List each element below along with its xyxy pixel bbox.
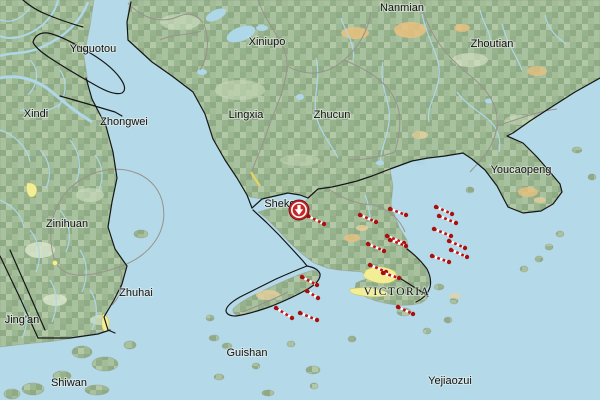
urban-victoria [349, 287, 388, 298]
place-label: Guishan [227, 347, 268, 359]
terrain-highlights [25, 14, 547, 325]
yellow-road [250, 171, 261, 187]
place-labels: Yuguotou Xiniupo Nanmian Zhoutian Xindi Zhong… [4, 1, 553, 390]
place-label: Zhucun [314, 109, 351, 121]
boundary-lines [0, 0, 600, 339]
place-label: Jing'an [5, 314, 40, 326]
location-marker-icon[interactable] [288, 199, 310, 221]
place-label: Xindi [24, 108, 48, 120]
place-label: Shiwan [51, 377, 87, 389]
lakes [197, 8, 493, 166]
rivers [0, 0, 566, 338]
roads [50, 0, 558, 313]
down-arrow-icon [294, 205, 304, 215]
place-label: Yejiaozui [428, 375, 472, 387]
place-label: Nanmian [380, 2, 424, 14]
small-islands [3, 146, 597, 400]
place-label: Zhuhai [119, 287, 153, 299]
place-label: Zhoutian [471, 38, 514, 50]
place-label: Zhongwei [100, 116, 148, 128]
place-label: Yuguotou [70, 43, 117, 55]
urban-kowloon [362, 266, 397, 284]
place-label: Xiniupo [249, 36, 286, 48]
place-label: Lingxia [229, 109, 265, 121]
place-label: VICTORIA [364, 286, 431, 298]
hazard-markings [273, 204, 470, 323]
place-label: Youcaopeng [491, 164, 552, 176]
urban-delta-town [26, 182, 38, 198]
place-label: Zinihuan [46, 218, 88, 230]
